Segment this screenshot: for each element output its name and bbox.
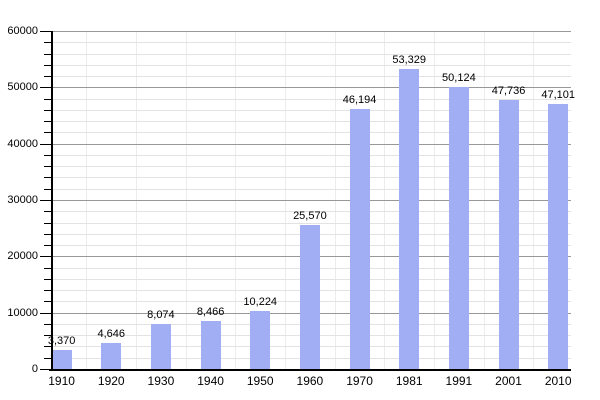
- bar-value-label: 8,466: [196, 306, 225, 319]
- y-axis-minor-tick: [44, 267, 51, 269]
- bar: [51, 350, 72, 369]
- bar: [200, 321, 221, 369]
- bar: [349, 108, 370, 369]
- x-axis-category-label: 2010: [544, 374, 572, 388]
- bar: [498, 100, 519, 369]
- gridline-minor: [51, 188, 571, 190]
- y-axis-tick-label: 60000: [7, 25, 38, 37]
- y-axis-minor-tick: [44, 109, 51, 111]
- bar-value-label: 8,074: [147, 308, 175, 321]
- x-axis-category-label: 1981: [395, 374, 423, 388]
- bar: [399, 68, 420, 369]
- y-axis-minor-tick: [44, 98, 51, 100]
- y-axis-line: [51, 31, 53, 371]
- y-axis-minor-tick: [44, 233, 51, 235]
- y-axis-major-tick: [40, 312, 51, 314]
- y-axis-minor-tick: [44, 290, 51, 292]
- bar-value-label: 53,329: [392, 53, 427, 66]
- y-axis-minor-tick: [44, 42, 51, 44]
- bar: [150, 323, 171, 369]
- gridline-major: [51, 31, 571, 32]
- y-axis-tick-label: 30000: [7, 194, 38, 206]
- gridline-minor: [51, 211, 571, 213]
- y-axis-tick-label: 10000: [7, 306, 38, 319]
- bar: [448, 86, 469, 369]
- gridline-major: [51, 87, 571, 89]
- x-axis-category-label: 1950: [246, 374, 274, 388]
- x-axis-category-label: 2001: [495, 374, 522, 388]
- y-axis-minor-tick: [44, 245, 51, 247]
- y-axis-major-tick: [40, 200, 51, 201]
- y-axis-minor-tick: [44, 357, 51, 359]
- y-axis-tick-label: 20000: [7, 250, 38, 263]
- gridline-minor: [51, 121, 571, 123]
- y-axis-minor-tick: [44, 346, 51, 348]
- y-axis-minor-tick: [44, 323, 51, 325]
- gridline-major: [51, 143, 571, 145]
- gridline-minor: [51, 109, 571, 111]
- y-axis-minor-tick: [44, 166, 51, 168]
- bar: [299, 224, 320, 369]
- y-axis-tick-label: 50000: [7, 81, 38, 94]
- y-axis-minor-tick: [44, 278, 51, 280]
- gridline-minor: [51, 76, 571, 78]
- gridline-minor: [51, 64, 571, 66]
- y-axis-minor-tick: [44, 121, 51, 123]
- bar-value-label: 25,570: [293, 209, 327, 222]
- y-axis-minor-tick: [44, 154, 51, 156]
- y-axis-major-tick: [40, 143, 51, 145]
- x-axis-category-label: 1910: [48, 374, 75, 388]
- gridline-minor: [51, 42, 571, 44]
- bar-value-label: 47,101: [541, 88, 576, 101]
- gridline-major: [51, 200, 571, 201]
- y-axis-tick-label: 0: [31, 363, 38, 375]
- y-axis-tick-label: 40000: [7, 137, 38, 150]
- y-axis-minor-tick: [44, 76, 51, 78]
- y-axis-minor-tick: [44, 53, 51, 55]
- x-axis-category-label: 1920: [97, 374, 125, 388]
- y-axis-minor-tick: [44, 301, 51, 303]
- gridline-minor: [51, 222, 571, 224]
- bar-value-label: 10,224: [243, 296, 278, 309]
- bar: [250, 311, 271, 369]
- gridline-minor: [51, 53, 571, 55]
- y-axis-major-tick: [40, 87, 51, 89]
- gridline-minor: [51, 177, 571, 179]
- y-axis-minor-tick: [44, 64, 51, 66]
- y-axis-minor-tick: [44, 335, 51, 337]
- gridline-minor: [51, 166, 571, 168]
- bar-value-label: 46,194: [342, 93, 377, 106]
- x-axis-category-label: 1960: [296, 374, 324, 388]
- bar-value-label: 47,736: [491, 85, 526, 98]
- y-axis-major-tick: [40, 369, 51, 370]
- y-axis-minor-tick: [44, 188, 51, 190]
- y-axis-major-tick: [40, 256, 51, 258]
- bar: [548, 103, 569, 369]
- bar-value-label: 3,370: [47, 335, 76, 348]
- bar-value-label: 50,124: [442, 71, 476, 84]
- bar-value-label: 4,646: [97, 327, 126, 340]
- x-axis-category-label: 1940: [197, 374, 224, 388]
- plot-area: 3,370 4,646 8,074 8,466 10,224 25,570 46,194 53…: [40, 31, 575, 370]
- y-axis-major-tick: [40, 31, 51, 32]
- x-axis-category-label: 1991: [445, 374, 473, 388]
- gridline-minor: [51, 154, 571, 156]
- y-axis-minor-tick: [44, 222, 51, 224]
- gridline-minor: [51, 132, 571, 134]
- x-axis-category-label: 1970: [346, 374, 373, 388]
- x-axis-category-label: 1930: [147, 374, 175, 388]
- bar: [101, 342, 122, 369]
- x-axis-line: [49, 369, 571, 371]
- gridline-minor: [51, 98, 571, 100]
- y-axis-minor-tick: [44, 211, 51, 213]
- y-axis-minor-tick: [44, 177, 51, 179]
- y-axis-minor-tick: [44, 132, 51, 134]
